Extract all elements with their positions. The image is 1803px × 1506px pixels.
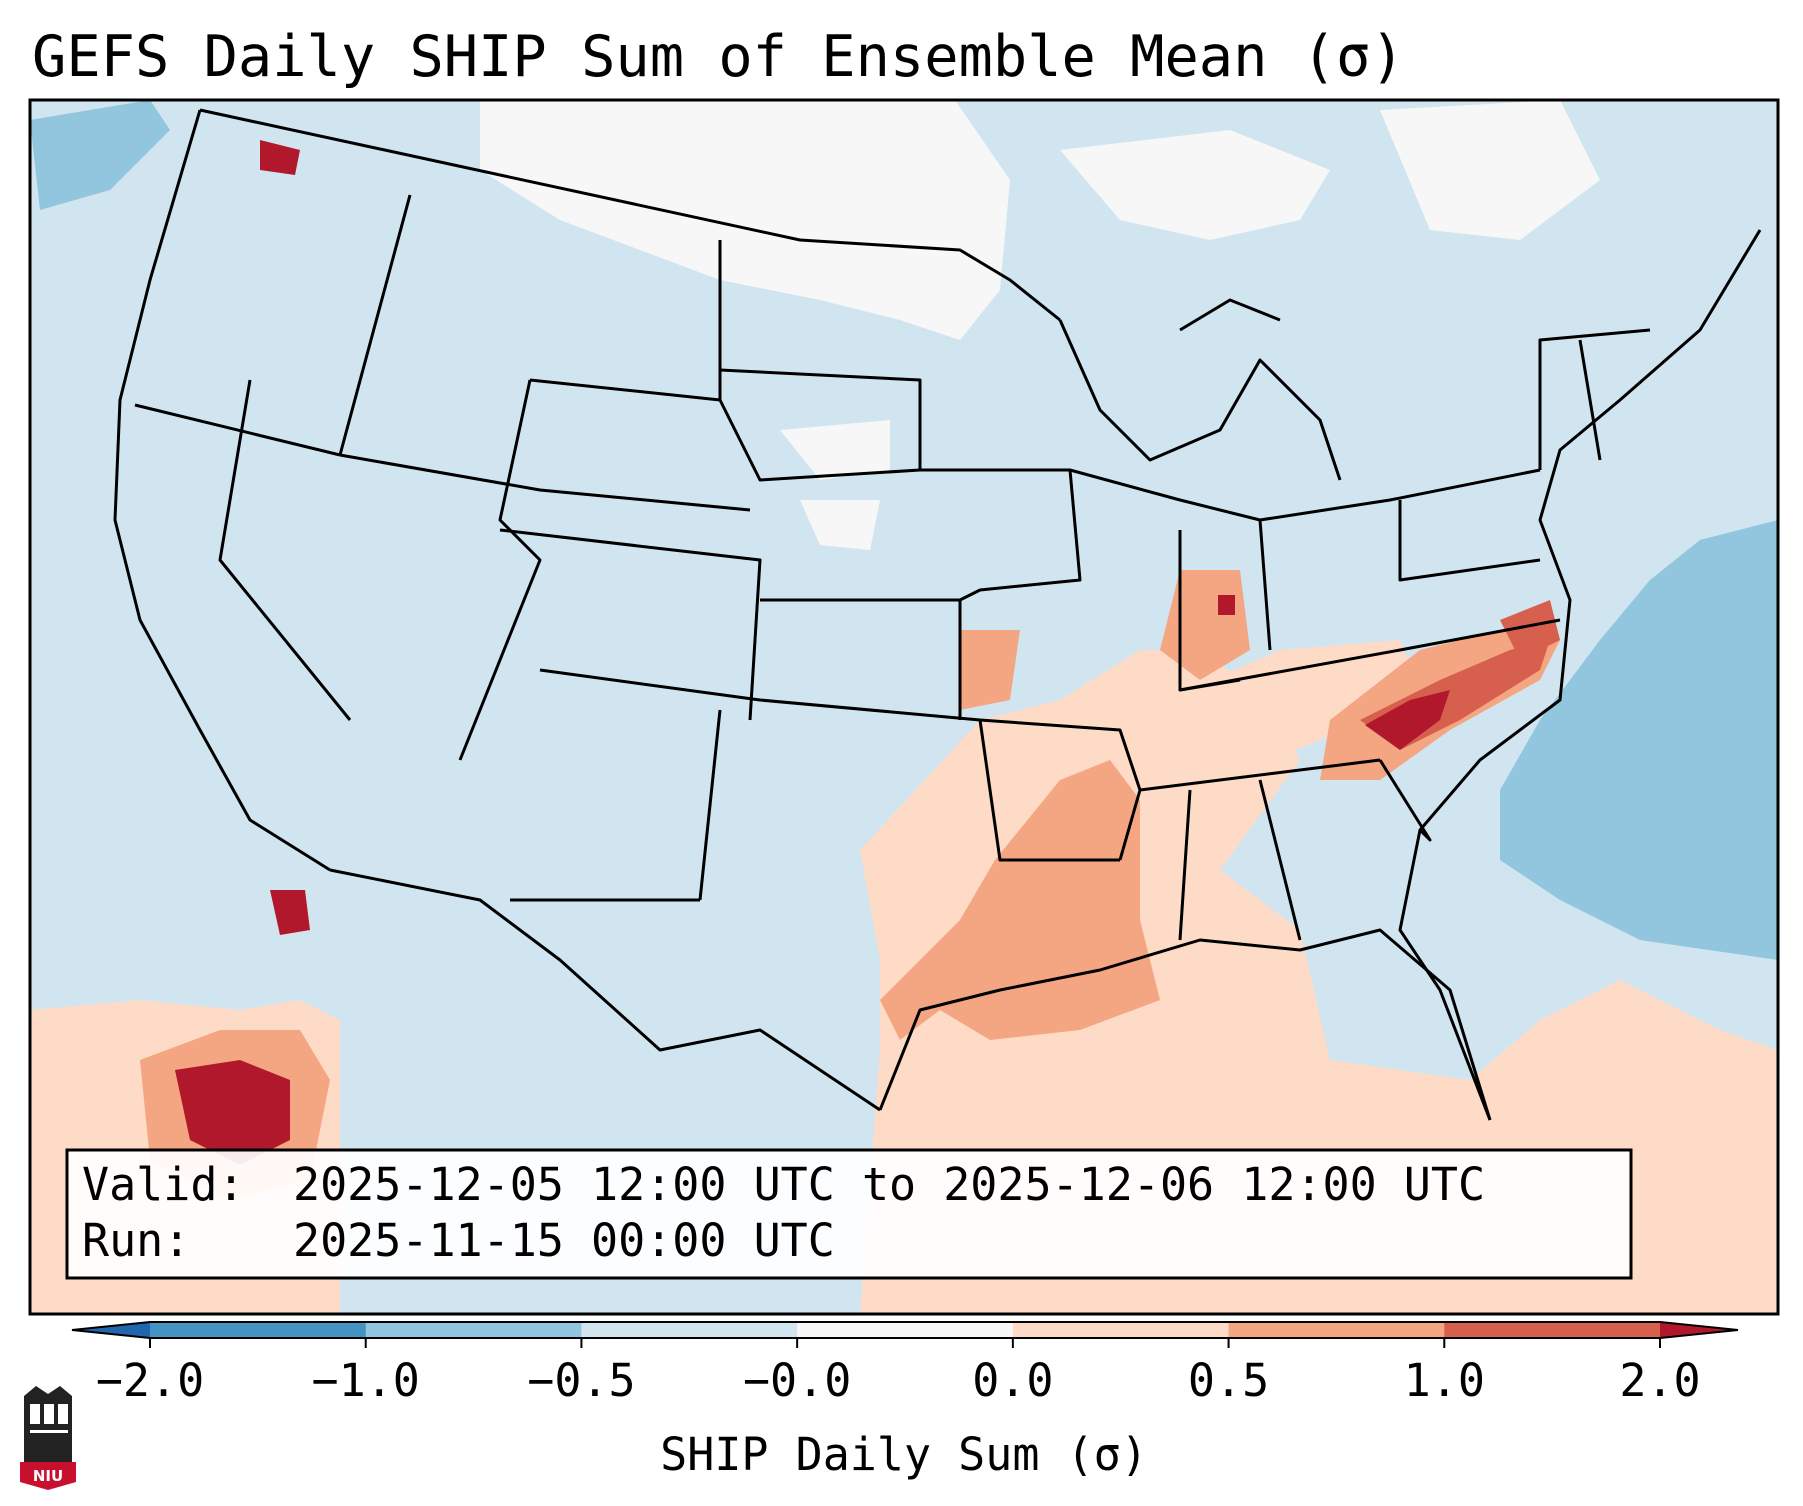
colorbar-extension-low xyxy=(72,1322,150,1338)
indiana-strong-cell xyxy=(1218,595,1235,615)
run-label: Run: xyxy=(82,1214,190,1267)
baja-extreme-region xyxy=(270,890,310,935)
colorbar-tick-label: −0.0 xyxy=(743,1354,851,1407)
chart-title: GEFS Daily SHIP Sum of Ensemble Mean (σ) xyxy=(32,24,1405,90)
colorbar-bin xyxy=(365,1322,582,1338)
colorbar-label: SHIP Daily Sum (σ) xyxy=(660,1428,1148,1481)
state-boundaries xyxy=(113,108,1762,1121)
nebraska-near-zero-region-2 xyxy=(800,500,880,550)
colorbar-tick-label: 0.5 xyxy=(1188,1354,1269,1407)
colorbar-bin xyxy=(797,1322,1014,1338)
pacific-nw-negative-region xyxy=(30,100,170,210)
colorbar-bin xyxy=(1444,1322,1661,1338)
colorbar-tick-label: −2.0 xyxy=(96,1354,204,1407)
colorbar-tick-label: −1.0 xyxy=(312,1354,420,1407)
colorbar-tick-label: −0.5 xyxy=(527,1354,635,1407)
kansas-moderate-region xyxy=(960,630,1020,710)
delmarva-strong-region xyxy=(1500,600,1560,660)
canada-near-zero-region xyxy=(480,100,1010,340)
quebec-near-zero-region xyxy=(1380,100,1600,240)
valid-label: Valid: xyxy=(82,1158,245,1211)
tennessee-positive-region xyxy=(1120,640,1420,790)
atlantic-negative-region xyxy=(1500,520,1778,960)
colorbar-bin xyxy=(581,1322,798,1338)
colorbar-bin xyxy=(150,1322,367,1338)
colorbar: −2.0 −1.0 −0.5 −0.0 0.0 0.5 1.0 2.0 xyxy=(71,1321,1739,1407)
valid-value: 2025-12-05 12:00 UTC to 2025-12-06 12:00… xyxy=(293,1158,1485,1211)
niu-logo: NIU xyxy=(20,1386,76,1490)
map-panel xyxy=(28,98,1780,1316)
run-value: 2025-11-15 00:00 UTC xyxy=(293,1214,835,1267)
colorbar-bin xyxy=(1012,1322,1230,1338)
niu-logo-text: NIU xyxy=(33,1467,63,1485)
colorbar-tick-label: 0.0 xyxy=(972,1354,1053,1407)
virginia-extreme-region xyxy=(1365,690,1450,750)
valid-run-info-box: Valid: 2025-12-05 12:00 UTC to 2025-12-0… xyxy=(65,1148,1633,1280)
colorbar-tick-label: 1.0 xyxy=(1404,1354,1485,1407)
colorbar-tick-label: 2.0 xyxy=(1619,1354,1700,1407)
map-frame xyxy=(28,98,1780,1316)
colorbar-bin xyxy=(1228,1322,1445,1338)
washington-extreme-region xyxy=(260,140,300,175)
ontario-near-zero-region xyxy=(1060,130,1330,240)
colorbar-extension-high xyxy=(1660,1322,1738,1338)
nebraska-near-zero-region xyxy=(780,420,890,480)
pacific-mexico-extreme-region xyxy=(175,1060,290,1165)
lower-mississippi-moderate-region xyxy=(880,760,1160,1040)
